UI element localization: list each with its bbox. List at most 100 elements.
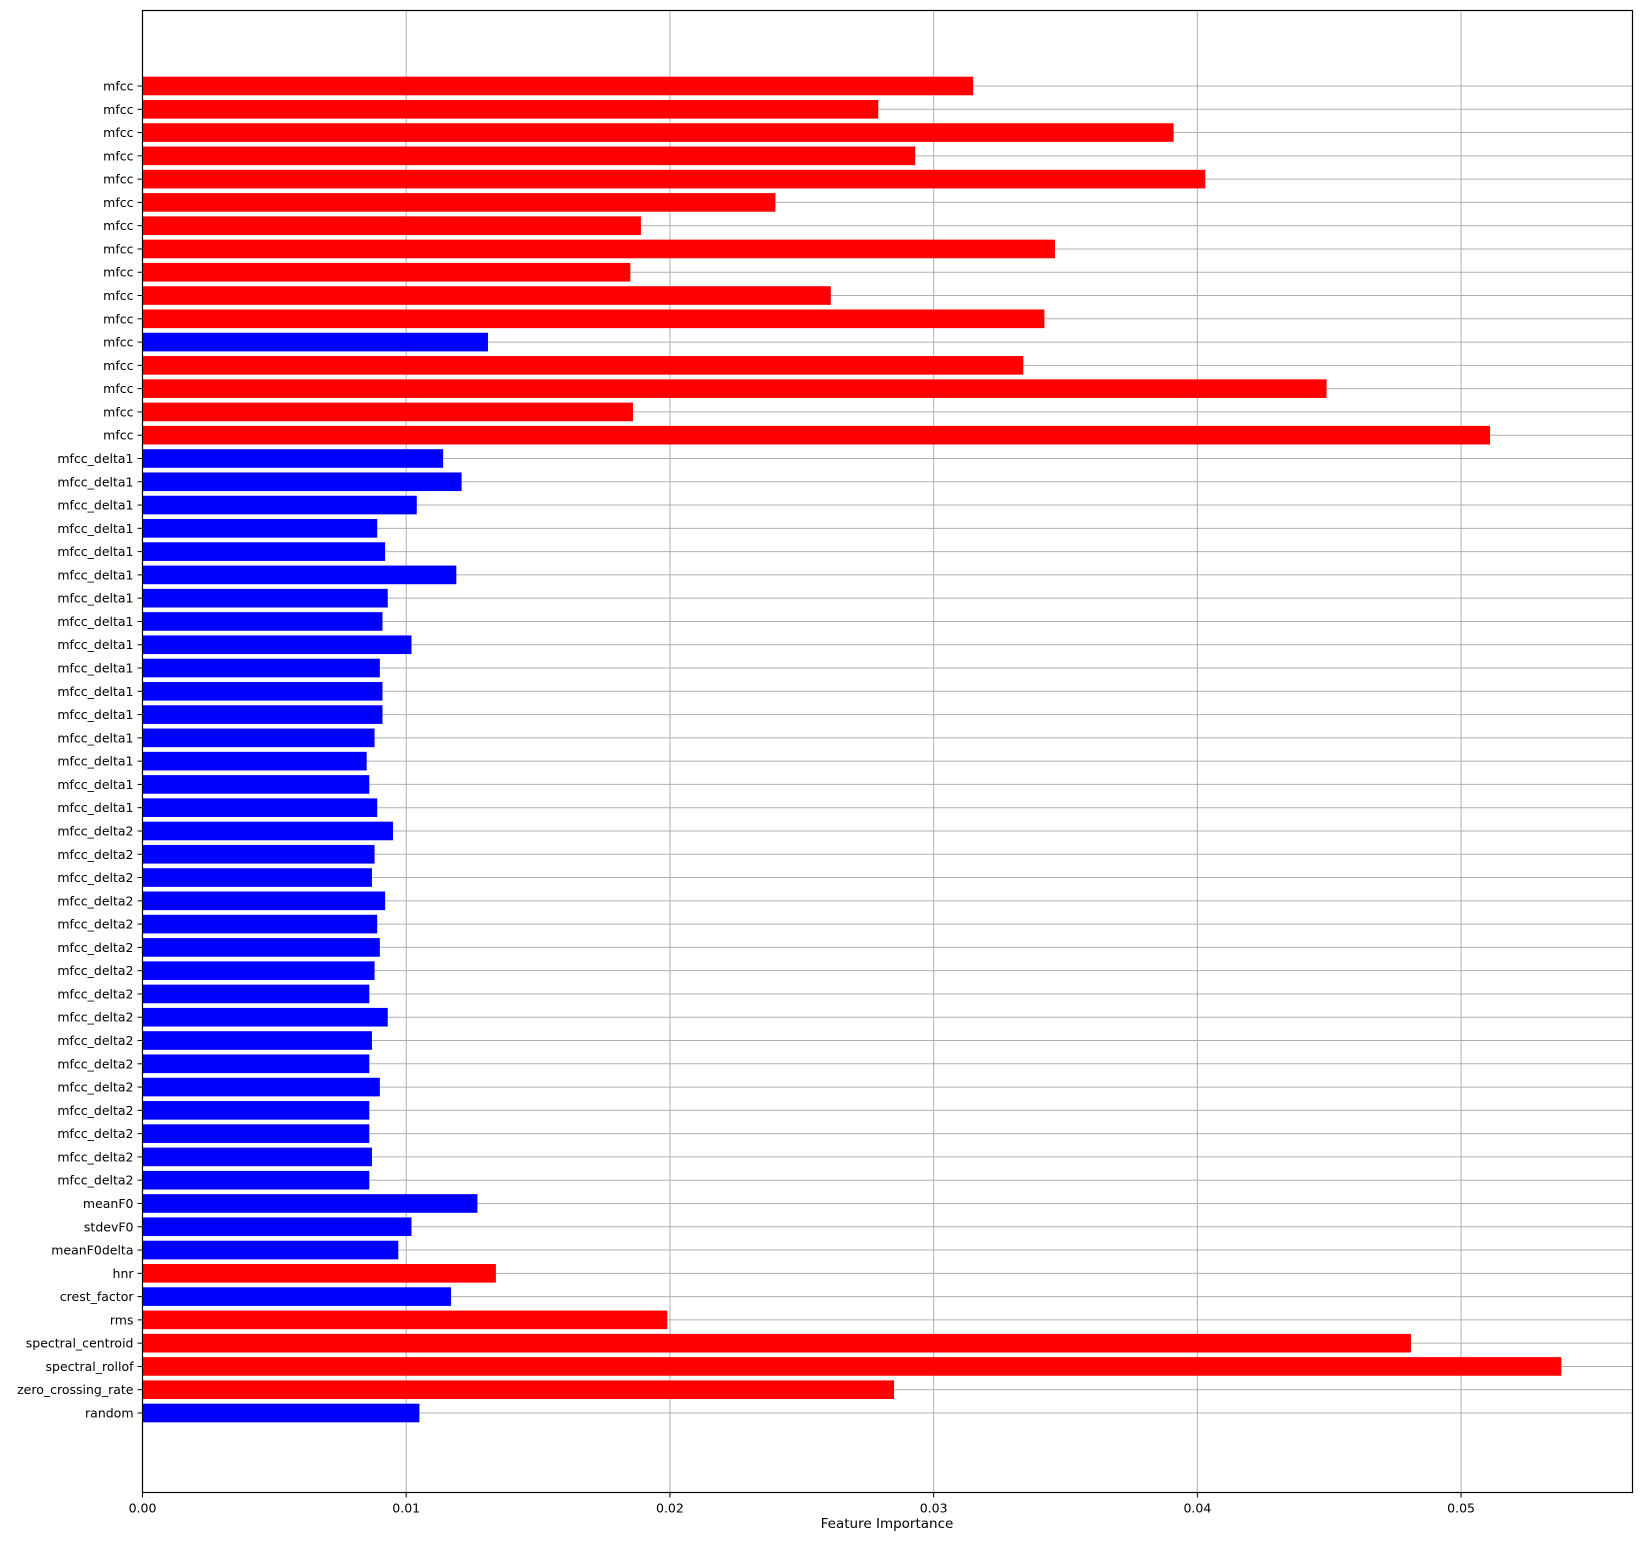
feature-bar (142, 542, 386, 561)
feature-bar (142, 193, 776, 212)
feature-bar (142, 635, 412, 655)
y-tick-label: mfcc_delta1 (57, 451, 133, 466)
y-axis-ticks: mfcc mfcc mfcc mfcc mfcc mfcc mfcc mfcc mfcc mfcc… (17, 79, 143, 1421)
feature-bar (142, 425, 1491, 445)
feature-bar (142, 1333, 1411, 1353)
y-tick-label: hnr (113, 1266, 135, 1281)
y-tick-label: mfcc_delta2 (57, 893, 133, 908)
y-tick-label: mfcc_delta1 (57, 730, 133, 745)
feature-bar (142, 821, 394, 841)
plot-frame (141, 9, 1634, 1494)
feature-bar (142, 1240, 399, 1260)
feature-bar (142, 658, 380, 678)
y-tick-label: mfcc_delta2 (57, 1173, 133, 1188)
y-tick-label: meanF0delta (51, 1243, 133, 1258)
feature-bar (142, 402, 634, 422)
bar-layer (142, 76, 1562, 1423)
feature-bar (142, 961, 375, 980)
x-tick-label: 0.02 (656, 1501, 684, 1516)
y-tick-label: mfcc_delta2 (57, 1126, 133, 1141)
x-tick-label: 0.05 (1447, 1501, 1475, 1516)
feature-bar (142, 332, 488, 352)
feature-bar (142, 99, 879, 119)
y-tick-label: mfcc_delta1 (57, 474, 133, 489)
feature-bar (142, 1217, 412, 1237)
y-tick-label: mfcc_delta2 (57, 940, 133, 955)
y-tick-label: mfcc_delta1 (57, 800, 133, 815)
feature-bar (142, 1287, 452, 1306)
y-tick-label: mfcc_delta1 (57, 567, 133, 582)
x-axis-label: Feature Importance (821, 1516, 954, 1532)
x-tick-label: 0.00 (129, 1501, 157, 1516)
feature-bar (142, 1031, 372, 1050)
y-tick-label: mfcc_delta2 (57, 1103, 133, 1118)
y-tick-label: random (85, 1406, 133, 1421)
feature-bar (142, 868, 372, 887)
feature-bar (142, 938, 380, 957)
y-tick-label: mfcc_delta2 (57, 823, 133, 838)
x-tick-label: 0.03 (920, 1501, 948, 1516)
feature-bar (142, 1147, 372, 1167)
feature-bar (142, 1124, 370, 1143)
feature-bar (142, 798, 378, 818)
y-tick-label: mfcc_delta1 (57, 637, 133, 652)
y-tick-label: mfcc_delta1 (57, 684, 133, 699)
y-tick-label: stdevF0 (84, 1219, 134, 1234)
y-tick-label: zero_crossing_rate (17, 1382, 134, 1397)
y-tick-label: mfcc_delta1 (57, 777, 133, 792)
y-tick-label: mfcc (103, 241, 133, 256)
feature-bar (142, 1357, 1562, 1376)
feature-bar (142, 914, 378, 934)
feature-bar (142, 519, 378, 538)
feature-bar (142, 449, 444, 468)
feature-bar (142, 262, 631, 282)
y-tick-label: mfcc_delta2 (57, 986, 133, 1001)
feature-bar (142, 239, 1055, 259)
y-tick-label: mfcc_delta1 (57, 591, 133, 606)
feature-bar (142, 286, 831, 305)
feature-bar (142, 1007, 388, 1027)
feature-bar (142, 216, 641, 235)
feature-bar (142, 984, 370, 1004)
y-tick-label: mfcc_delta2 (57, 1010, 133, 1025)
y-tick-label: mfcc (103, 148, 133, 163)
y-tick-label: mfcc (103, 125, 133, 140)
y-tick-label: meanF0 (83, 1196, 134, 1211)
y-tick-label: mfcc_delta1 (57, 707, 133, 722)
x-tick-label: 0.01 (392, 1501, 420, 1516)
y-tick-label: mfcc (103, 79, 133, 94)
feature-bar (142, 588, 388, 608)
feature-bar (142, 705, 383, 724)
feature-bar (142, 1310, 668, 1330)
y-tick-label: mfcc (103, 195, 133, 210)
y-tick-label: mfcc (103, 172, 133, 187)
feature-bar (142, 775, 370, 794)
y-tick-label: mfcc_delta2 (57, 1149, 133, 1164)
y-tick-label: mfcc (103, 428, 133, 443)
y-tick-label: mfcc_delta2 (57, 847, 133, 862)
feature-bar (142, 123, 1174, 142)
x-axis-ticks: 0.00 0.01 0.02 0.03 0.04 0.05 (129, 1492, 1475, 1516)
y-tick-label: mfcc (103, 358, 133, 373)
y-tick-label: mfcc (103, 218, 133, 233)
y-tick-label: mfcc_delta1 (57, 544, 133, 559)
y-tick-label: mfcc_delta1 (57, 498, 133, 513)
feature-bar (142, 844, 375, 864)
y-tick-label: mfcc_delta1 (57, 614, 133, 629)
feature-bar (142, 309, 1045, 329)
y-tick-label: mfcc (103, 288, 133, 303)
x-tick-label: 0.04 (1183, 1501, 1211, 1516)
feature-bar (142, 891, 386, 911)
feature-bar (142, 1077, 380, 1097)
feature-bar (142, 728, 375, 748)
feature-bar (142, 169, 1206, 189)
y-tick-label: mfcc_delta1 (57, 661, 133, 676)
y-tick-label: mfcc_delta2 (57, 1033, 133, 1048)
feature-bar (142, 146, 916, 166)
y-tick-label: mfcc (103, 265, 133, 280)
y-tick-label: mfcc (103, 335, 133, 350)
y-tick-label: mfcc_delta2 (57, 1080, 133, 1095)
feature-bar (142, 1194, 478, 1213)
